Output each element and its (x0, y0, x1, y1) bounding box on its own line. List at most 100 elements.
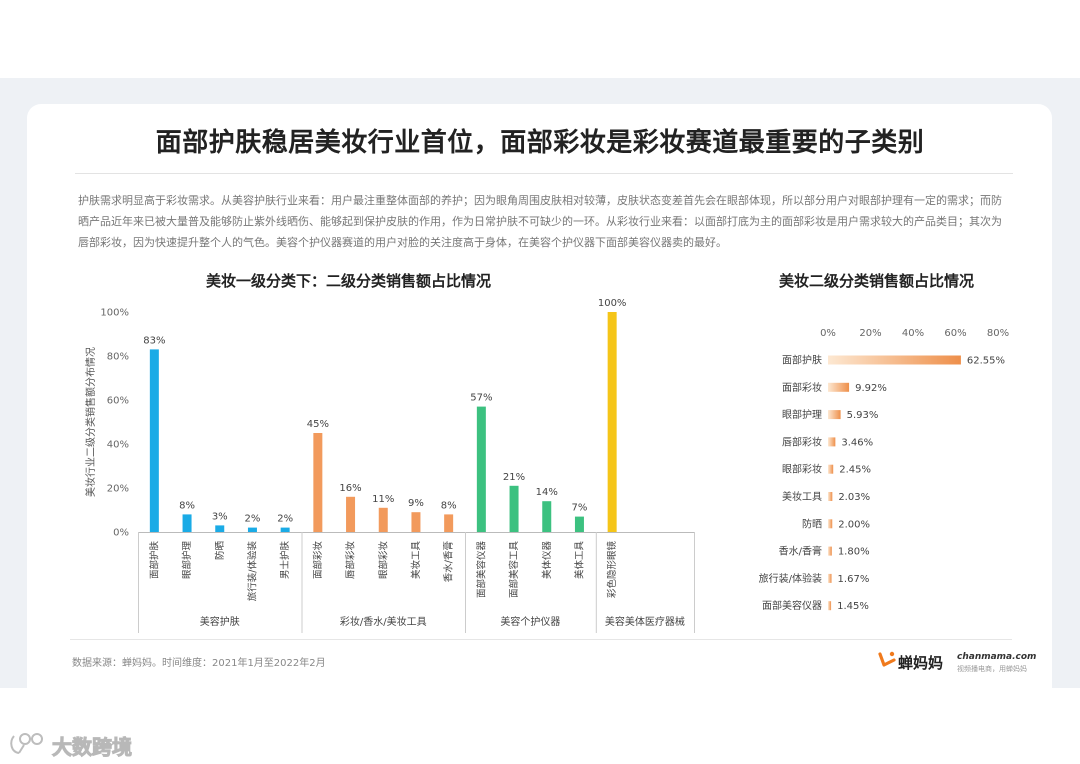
left-chart-title: 美妆一级分类下：二级分类销售额占比情况 (206, 272, 492, 290)
y-category-label: 眼部彩妆 (782, 463, 822, 476)
hbar-value-label: 1.67% (838, 574, 870, 585)
hbar-value-label: 1.80% (838, 547, 870, 558)
bar (411, 512, 421, 532)
x-category-label: 香水/香膏 (443, 541, 455, 582)
bar-value-label: 8% (441, 500, 457, 511)
bar-value-label: 9% (408, 498, 424, 509)
y-category-label: 美妆工具 (782, 490, 822, 503)
y-category-label: 眼部护理 (782, 408, 822, 421)
bar (476, 406, 486, 532)
bar-value-label: 11% (372, 494, 394, 505)
x-category-label: 面部彩妆 (312, 541, 324, 580)
subcategory-share-bar-chart: 0% 20% 40% 60% 80% 面部护肤 62.55% 面部彩妆 9.92% 眼部护理 5.9… (759, 328, 1009, 612)
y-category-label: 唇部彩妆 (782, 435, 822, 448)
description-text: 护肤需求明显高于彩妆需求。从美容护肤行业来看：用户最注重整体面部的养护；因为眼角… (78, 194, 1002, 249)
bar-value-label: 100% (598, 298, 627, 309)
hbar-value-label: 2.45% (839, 465, 871, 476)
x-tick-label: 80% (987, 328, 1009, 339)
hbar (828, 492, 833, 501)
bar (607, 312, 617, 532)
x-category-label: 旅行装/体验装 (246, 541, 258, 602)
x-category-label: 眼部彩妆 (377, 541, 389, 580)
y-tick-label: 80% (107, 352, 129, 363)
y-tick-label: 100% (100, 308, 129, 319)
brand-name: 蝉妈妈 (898, 654, 944, 672)
x-tick-label: 60% (944, 328, 966, 339)
watermark-logo-icon (10, 733, 43, 754)
hbar (828, 382, 850, 392)
content-card (27, 104, 1052, 688)
hbar (828, 437, 836, 447)
x-category-label: 面部护肤 (148, 541, 160, 580)
hbar-value-label: 62.55% (967, 356, 1005, 367)
y-category-label: 防晒 (802, 517, 822, 530)
x-category-label: 面部美容仪器 (475, 541, 487, 599)
y-tick-label: 40% (107, 440, 129, 451)
hbar-value-label: 2.03% (838, 492, 870, 503)
hbar-value-label: 2.00% (838, 519, 870, 530)
data-source-note: 数据来源：蝉妈妈。时间维度：2021年1月至2022年2月 (72, 658, 326, 669)
y-tick-label: 20% (107, 484, 129, 495)
bar (346, 496, 356, 532)
bar (509, 485, 519, 532)
hbar-value-label: 1.45% (837, 601, 869, 612)
x-category-label: 面部美容工具 (508, 541, 520, 599)
title-divider (75, 173, 1013, 174)
bar (247, 527, 257, 532)
hbar (828, 601, 832, 611)
x-category-label: 男士护肤 (279, 541, 291, 580)
x-tick-label: 40% (902, 328, 924, 339)
y-tick-label: 60% (107, 396, 129, 407)
brand-domain: chanmama.com (957, 652, 1037, 662)
category-share-bar-chart: 美妆行业二级分类销售额分布情况 0% 20% 40% 60% 80% 100% 83% 面部护肤… (84, 298, 695, 633)
x-category-label: 美体工具 (573, 541, 585, 580)
x-tick-label: 0% (820, 328, 836, 339)
bar (444, 514, 454, 532)
x-category-label: 美妆工具 (410, 541, 422, 580)
bar-value-label: 83% (143, 335, 165, 346)
x-category-label: 防晒 (214, 541, 226, 560)
brand-slogan: 视频播电商，用蝉妈妈 (957, 665, 1027, 673)
hbar (828, 573, 832, 583)
bar-value-label: 21% (503, 472, 525, 483)
hbar-value-label: 9.92% (855, 383, 887, 394)
y-category-label: 面部护肤 (782, 354, 822, 367)
hbar (828, 464, 834, 474)
bar-value-label: 16% (339, 483, 361, 494)
hbar (828, 355, 961, 365)
y-category-label: 旅行装/体验装 (759, 572, 822, 585)
page-title: 面部护肤稳居美妆行业首位，面部彩妆是彩妆赛道最重要的子类别 (155, 128, 925, 158)
bar (215, 525, 225, 532)
bar (182, 514, 192, 532)
hbar-value-label: 5.93% (847, 410, 879, 421)
x-group-label: 美容护肤 (200, 615, 240, 628)
x-group-label: 彩妆/香水/美妆工具 (340, 615, 427, 628)
x-category-label: 唇部彩妆 (345, 541, 357, 580)
x-category-label: 眼部护理 (181, 541, 193, 580)
bar (574, 516, 584, 532)
bar-value-label: 8% (179, 500, 195, 511)
y-category-label: 面部彩妆 (782, 381, 822, 394)
bar-value-label: 57% (470, 393, 492, 404)
bar-value-label: 45% (307, 419, 329, 430)
bar (378, 507, 388, 532)
hbar (828, 519, 833, 529)
bar-value-label: 2% (277, 514, 293, 525)
y-axis-title: 美妆行业二级分类销售额分布情况 (84, 347, 97, 497)
x-category-label: 彩色隐形眼镜 (606, 541, 618, 599)
bar-value-label: 2% (245, 514, 261, 525)
y-category-label: 香水/香膏 (779, 545, 822, 558)
x-category-label: 美体仪器 (541, 541, 553, 580)
bar (313, 433, 323, 532)
y-category-label: 面部美容仪器 (762, 599, 822, 612)
bar-value-label: 3% (212, 511, 228, 522)
bar-value-label: 7% (572, 503, 588, 514)
hbar (828, 546, 832, 556)
x-tick-label: 20% (859, 328, 881, 339)
x-group-label: 美容美体医疗器械 (605, 615, 685, 628)
hbar (828, 410, 841, 420)
right-chart-title: 美妆二级分类销售额占比情况 (779, 272, 975, 290)
hbar-value-label: 3.46% (841, 437, 873, 448)
bar (149, 349, 159, 532)
watermark-text: 大数跨境 (52, 735, 133, 760)
